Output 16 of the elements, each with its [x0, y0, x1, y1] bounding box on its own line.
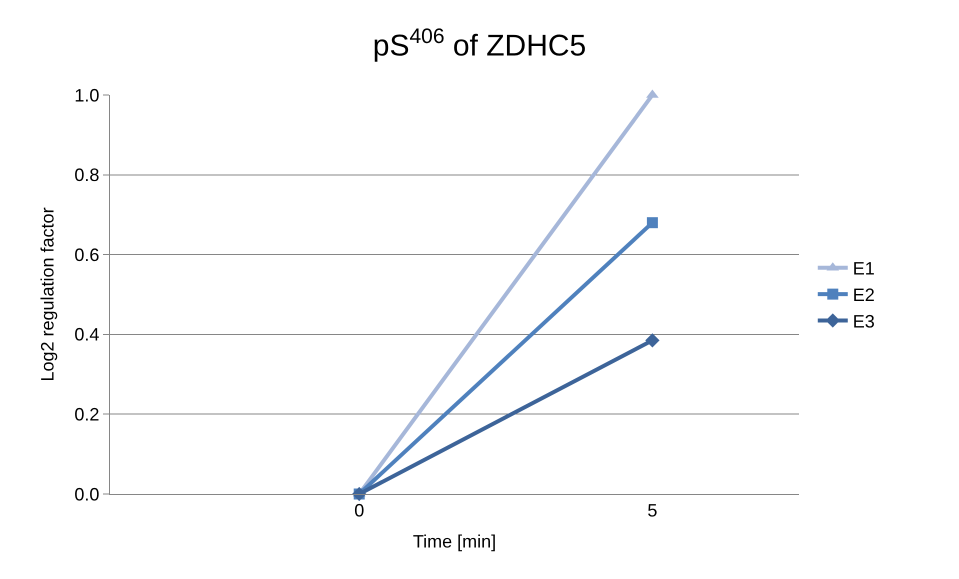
legend-label: E3: [852, 312, 875, 332]
chart-title: pS$^{406}$ of ZDHC5: [372, 25, 586, 63]
x-tick-label: 0: [354, 500, 364, 521]
point: [645, 333, 660, 348]
legend-label: E2: [852, 285, 875, 306]
y-tick-label: 0.8: [74, 165, 100, 186]
point: [646, 217, 658, 228]
y-tick-label: 0.4: [74, 324, 100, 345]
legend-label: E1: [852, 258, 875, 279]
x-tick-label: 5: [647, 500, 658, 521]
y-tick-label: 1.0: [74, 85, 100, 106]
y-tick-label: 0.2: [74, 404, 100, 424]
y-axis-title: Log2 regulation factor: [38, 207, 58, 382]
y-tick-label: 0.0: [74, 484, 100, 504]
y-tick-label: 0.6: [74, 244, 100, 265]
x-axis-title: Time [min]: [412, 532, 496, 552]
